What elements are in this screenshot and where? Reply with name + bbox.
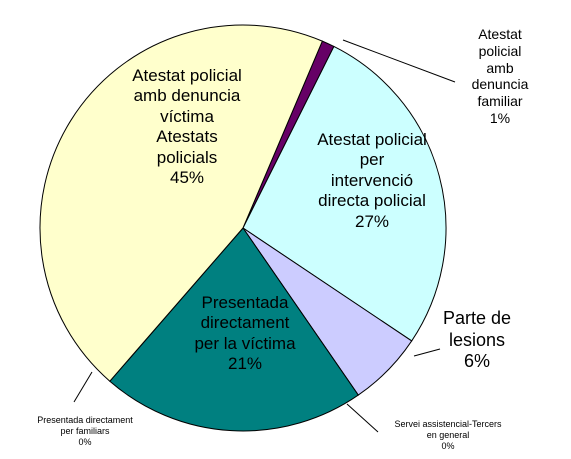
category-name: Presentada directament per familiars (37, 415, 133, 436)
leader-line (346, 403, 379, 433)
percent-label: 21% (227, 354, 263, 374)
leader-line (342, 39, 456, 83)
slice-label: Presentada directament per familiars 0% (37, 415, 133, 447)
slices (39, 24, 447, 432)
percent-label: 0% (78, 436, 92, 447)
category-name: Atestat policial amb denuncia familiar (471, 26, 529, 110)
slice-label: Parte de lesions 6% (443, 308, 511, 373)
slice (39, 24, 323, 382)
percent-label: 6% (463, 351, 491, 372)
slice (109, 227, 359, 432)
slice-label: Atestat policial per intervenció directa… (317, 130, 427, 232)
percent-label: 45% (169, 167, 205, 187)
leader-lines (73, 39, 456, 433)
category-name: Presentada directament per la víctima (194, 293, 296, 353)
percent-label: 0% (441, 440, 455, 451)
percent-label: 1% (489, 109, 511, 126)
slice-label: Servei assistencial-Tercers en general 0% (394, 419, 501, 451)
category-name: Atestat policial amb denuncia víctima At… (132, 66, 242, 167)
category-name: Servei assistencial-Tercers en general (394, 419, 502, 440)
slice-label: Atestat policial amb denuncia víctima At… (132, 66, 242, 188)
category-name: Atestat policial per intervenció directa… (317, 130, 427, 211)
leader-line (73, 371, 93, 403)
slice-label: Atestat policial amb denuncia familiar 1% (465, 26, 536, 127)
category-name: Parte de lesions (442, 308, 512, 350)
slice-label: Presentada directament per la víctima 21% (194, 293, 295, 375)
leader-line (413, 348, 441, 357)
percent-label: 27% (354, 211, 390, 231)
slice (242, 45, 447, 342)
